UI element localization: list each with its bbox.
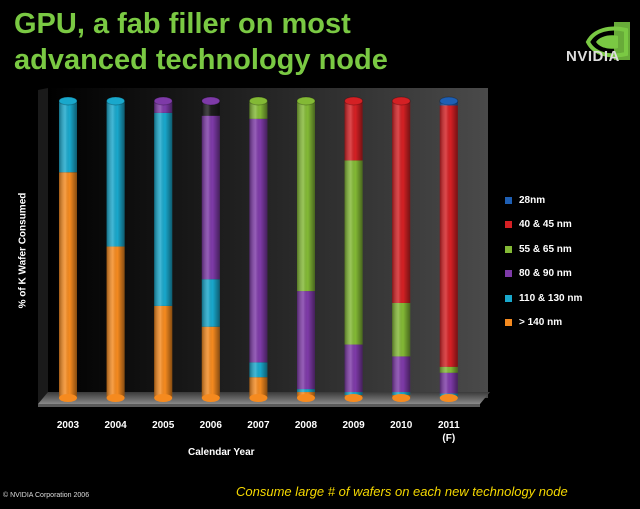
bar-segment-2004-1 bbox=[106, 101, 125, 247]
x-tick-label: 2008 bbox=[295, 420, 318, 431]
bar-segment-2007-2 bbox=[249, 118, 268, 363]
bar-top-cap-2005 bbox=[153, 96, 173, 106]
legend-swatch bbox=[505, 245, 512, 253]
bar-top-cap-2007 bbox=[248, 96, 268, 106]
legend-swatch bbox=[505, 196, 512, 204]
bar-top-cap-2006 bbox=[201, 96, 221, 106]
bar-segment-2010-3 bbox=[392, 302, 411, 357]
bar-bottom-cap bbox=[439, 394, 458, 402]
legend-item: 28nm bbox=[505, 188, 582, 213]
bar-top-cap-2008 bbox=[296, 96, 316, 106]
bar-top-cap-2009 bbox=[344, 96, 364, 106]
bar-segment-2003-0 bbox=[59, 172, 77, 398]
bar-segment-2010-2 bbox=[392, 356, 411, 393]
bar-segment-2006-1 bbox=[201, 279, 220, 327]
legend-label: 55 & 65 nm bbox=[519, 243, 572, 255]
bar-segment-2007-1 bbox=[249, 362, 268, 378]
bar-bottom-cap bbox=[106, 394, 125, 402]
x-tick-label: 2010 bbox=[390, 420, 413, 431]
bar-segment-2011F-3 bbox=[439, 366, 458, 373]
legend-swatch bbox=[505, 319, 512, 327]
chart-side-wall bbox=[38, 88, 48, 404]
chart-legend: 28nm 40 & 45 nm 55 & 65 nm 80 & 90 nm 110 & … bbox=[505, 188, 582, 335]
bar-bottom-cap bbox=[297, 394, 315, 402]
plot-area bbox=[38, 88, 490, 407]
bar-top-cap-2004 bbox=[106, 96, 126, 106]
legend-item: 55 & 65 nm bbox=[505, 237, 582, 262]
x-tick-label: 2004 bbox=[104, 420, 127, 431]
chart-floor-edge bbox=[38, 404, 480, 407]
bar-bottom-cap bbox=[392, 394, 411, 402]
copyright-note: © NVIDIA Corporation 2006 bbox=[3, 492, 90, 499]
x-tick-label: 2006 bbox=[200, 420, 223, 431]
bar-segment-2009-2 bbox=[344, 344, 363, 393]
legend-label: > 140 nm bbox=[519, 317, 563, 329]
bar-segment-2006-2 bbox=[201, 115, 220, 280]
legend-label: 80 & 90 nm bbox=[519, 268, 572, 280]
legend-label: 40 & 45 nm bbox=[519, 219, 572, 231]
x-axis-ticks: 2003 2004 2005 2006 2007 2008 2009 2010 2011 (F) bbox=[57, 420, 460, 444]
x-tick-label: 2011 (F) bbox=[438, 420, 460, 444]
bar-segment-2011F-2 bbox=[439, 372, 458, 394]
nvidia-logo-text: NVIDIA bbox=[566, 48, 620, 65]
bar-segment-2009-3 bbox=[344, 160, 363, 345]
bar-segment-2004-0 bbox=[106, 246, 125, 398]
bar-segment-2008-3 bbox=[297, 101, 315, 292]
legend-swatch bbox=[505, 221, 512, 229]
bar-top-cap-2010 bbox=[391, 96, 411, 106]
slide-title: GPU, a fab filler on most advanced techn… bbox=[14, 8, 388, 76]
x-tick-label: 2003 bbox=[57, 420, 80, 431]
footer-caption: Consume large # of wafers on each new te… bbox=[236, 484, 568, 499]
bar-bottom-cap bbox=[154, 394, 173, 402]
legend-item: 110 & 130 nm bbox=[505, 286, 582, 311]
nvidia-eye-icon bbox=[585, 22, 630, 60]
bar-segment-2009-4 bbox=[344, 101, 363, 161]
bar-segment-2006-0 bbox=[201, 326, 220, 398]
bar-segment-2005-0 bbox=[154, 305, 173, 398]
legend-swatch bbox=[505, 294, 512, 302]
bar-top-cap-2011F bbox=[439, 96, 459, 106]
bar-top-cap-2003 bbox=[58, 96, 78, 106]
bar-segment-2005-1 bbox=[154, 112, 173, 306]
legend-item: > 140 nm bbox=[505, 311, 582, 336]
bar-segment-2008-2 bbox=[297, 291, 315, 390]
legend-label: 110 & 130 nm bbox=[519, 292, 583, 304]
legend-label: 28nm bbox=[519, 194, 546, 206]
x-tick-label: 2009 bbox=[342, 420, 365, 431]
bar-segment-2010-4 bbox=[392, 101, 411, 303]
legend-swatch bbox=[505, 270, 512, 278]
bar-bottom-cap bbox=[249, 394, 268, 402]
bar-bottom-cap bbox=[344, 394, 363, 402]
x-tick-label: 2007 bbox=[247, 420, 270, 431]
bar-bottom-cap bbox=[201, 394, 220, 402]
x-axis-label: Calendar Year bbox=[188, 447, 255, 458]
bar-segment-2003-1 bbox=[59, 101, 77, 173]
bar-bottom-cap bbox=[59, 394, 77, 402]
bar-segment-2011F-4 bbox=[439, 105, 458, 367]
legend-item: 80 & 90 nm bbox=[505, 262, 582, 287]
y-axis-label: % of K Wafer Consumed bbox=[17, 192, 29, 309]
bar-segment-2008-1 bbox=[297, 389, 315, 393]
x-tick-label: 2005 bbox=[152, 420, 175, 431]
legend-item: 40 & 45 nm bbox=[505, 213, 582, 238]
